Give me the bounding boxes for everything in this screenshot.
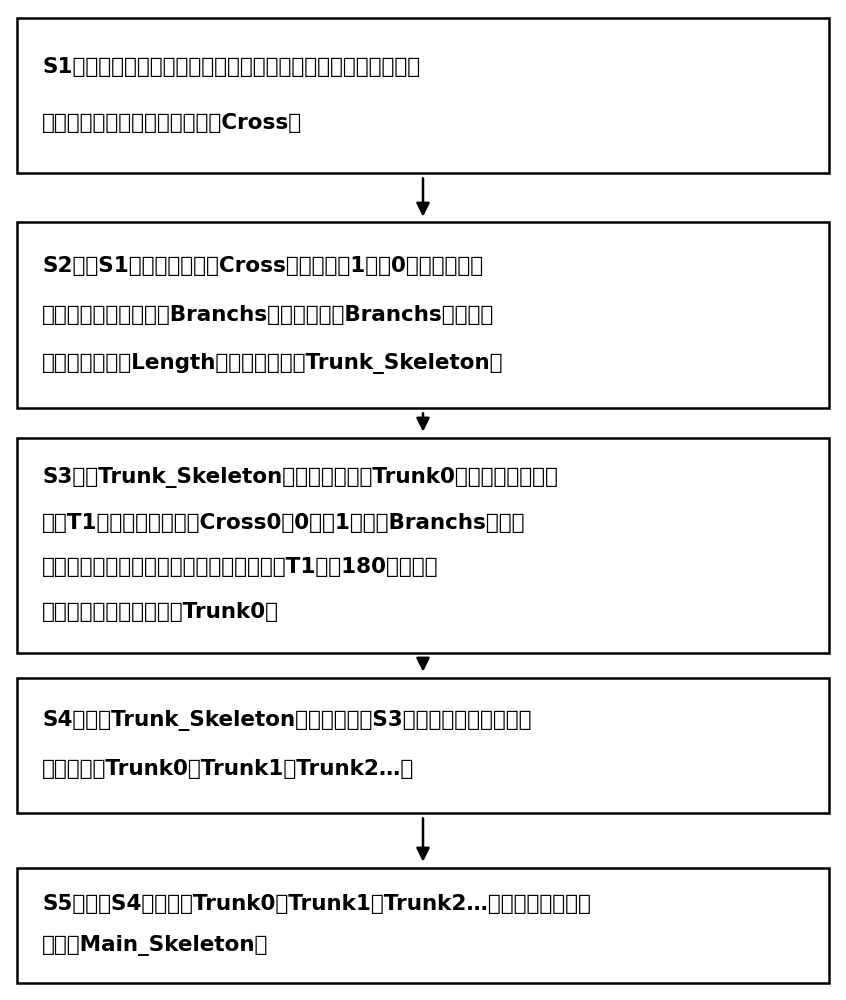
Text: 端点附近的分支的切线方向，如切线方向与T1互为180度，则合: 端点附近的分支的切线方向，如切线方向与T1互为180度，则合 <box>42 557 439 577</box>
Text: 干骨架Main_Skeleton；: 干骨架Main_Skeleton； <box>42 935 269 956</box>
FancyBboxPatch shape <box>17 867 829 982</box>
FancyBboxPatch shape <box>17 222 829 408</box>
Text: 主干骨架线Trunk0，Trunk1，Trunk2…；: 主干骨架线Trunk0，Trunk1，Trunk2…； <box>42 759 415 779</box>
Text: S2：将S1中获取的交叉点Cross处像素值瘔1置为0，将分离后的: S2：将S1中获取的交叉点Cross处像素值瘔1置为0，将分离后的 <box>42 256 483 276</box>
Text: S5：合并S4中获得的Trunk0，Trunk1，Trunk2…，最终获得整体主: S5：合并S4中获得的Trunk0，Trunk1，Trunk2…，最终获得整体主 <box>42 894 591 914</box>
FancyBboxPatch shape <box>17 438 829 652</box>
Text: 交叉点，并将该交叉点放入集合Cross；: 交叉点，并将该交叉点放入集合Cross； <box>42 113 302 133</box>
Text: S1：搜索像素点的八邻域，符合交叉点原则的，记录该像素点为: S1：搜索像素点的八邻域，符合交叉点原则的，记录该像素点为 <box>42 57 420 77</box>
Text: 度特征大于阈値Length的骨架放入集合Trunk_Skeleton；: 度特征大于阈値Length的骨架放入集合Trunk_Skeleton； <box>42 353 504 374</box>
Text: 方向T1，将端点处对应的Cross0瘔0置为1，遍历Branchs，计算: 方向T1，将端点处对应的Cross0瘔0置为1，遍历Branchs，计算 <box>42 513 526 533</box>
FancyBboxPatch shape <box>17 678 829 812</box>
Text: S4：遍历Trunk_Skeleton中元素，重复S3操作，最后获得若干个: S4：遍历Trunk_Skeleton中元素，重复S3操作，最后获得若干个 <box>42 710 532 731</box>
Text: 所有分支骨架放入集合Branchs，在骨架集合Branchs中选取长: 所有分支骨架放入集合Branchs，在骨架集合Branchs中选取长 <box>42 305 495 325</box>
FancyBboxPatch shape <box>17 17 829 172</box>
Text: S3：在Trunk_Skeleton中选取一个主于Trunk0，计算其端点切线: S3：在Trunk_Skeleton中选取一个主于Trunk0，计算其端点切线 <box>42 467 558 488</box>
Text: 并该分支，获得新的主于Trunk0；: 并该分支，获得新的主于Trunk0； <box>42 602 279 622</box>
